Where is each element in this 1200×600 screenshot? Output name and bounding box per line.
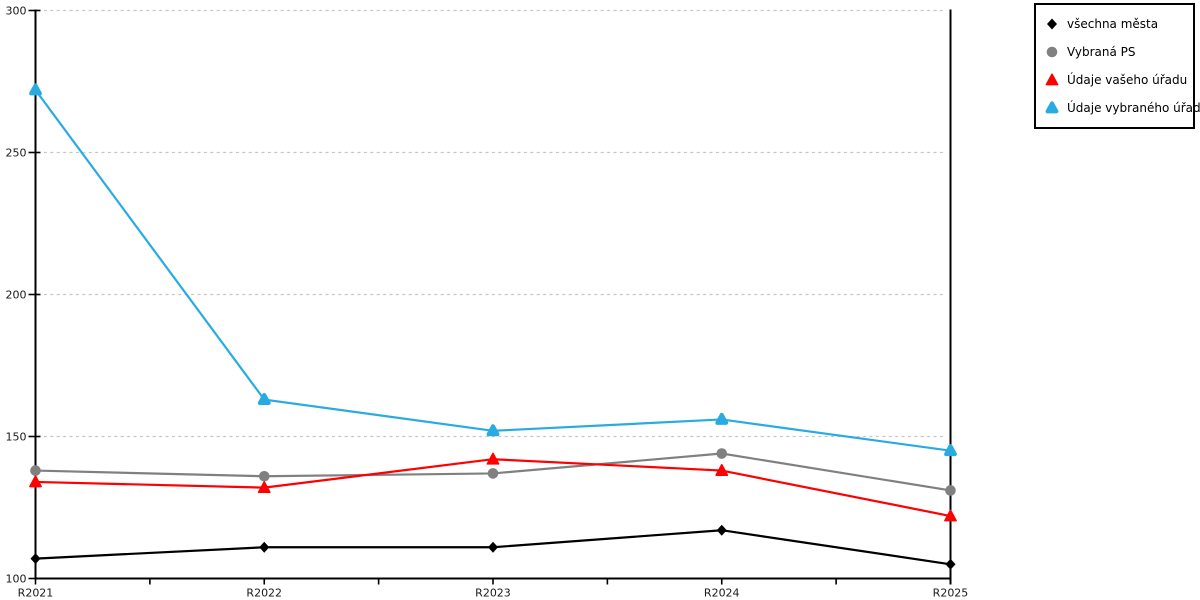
circle-marker-icon xyxy=(1046,46,1058,58)
legend-item: Údaje vašeho úřadu xyxy=(1036,66,1193,94)
y-tick-label: 250 xyxy=(6,147,27,160)
legend-item: Údaje vybraného úřadu xyxy=(1036,94,1200,122)
x-tick-label: R2022 xyxy=(246,587,282,600)
triangle-marker-icon xyxy=(1045,73,1059,86)
diamond-marker-icon xyxy=(259,541,270,553)
triangle-rounded-marker-icon xyxy=(486,424,500,437)
diamond-marker-icon xyxy=(716,524,727,536)
triangle-marker-icon xyxy=(1045,73,1059,86)
chart-legend: všechna města Vybraná PS Údaje vašeho úřad… xyxy=(1034,3,1200,129)
diamond-marker-icon xyxy=(30,553,41,565)
legend-label: všechna města xyxy=(1067,17,1159,31)
legend-item: Vybraná PS xyxy=(1036,38,1193,66)
line-chart-plot: 100 150 200 250 300 R2021 R2022 R2023 R2024 R2025 xyxy=(6,5,969,600)
circle-marker-icon xyxy=(716,448,728,459)
triangle-rounded-marker-icon xyxy=(257,392,271,405)
triangle-marker-icon xyxy=(944,509,957,522)
triangle-marker-icon xyxy=(715,463,729,476)
diamond-marker-icon xyxy=(1047,18,1057,30)
diamond-marker-icon xyxy=(1047,18,1057,30)
triangle-rounded-marker-icon xyxy=(715,412,729,425)
diamond-marker-icon xyxy=(945,558,956,570)
triangle-rounded-marker-icon xyxy=(1045,101,1059,114)
series-line-3 xyxy=(34,89,951,452)
legend-item: všechna města xyxy=(1036,10,1193,38)
y-tick-label: 150 xyxy=(6,431,27,444)
x-tick-label: R2021 xyxy=(18,587,54,600)
x-tick-label: R2024 xyxy=(704,587,740,600)
circle-marker-icon xyxy=(1046,46,1058,58)
legend-label: Vybraná PS xyxy=(1067,45,1136,59)
triangle-rounded-marker-icon xyxy=(1045,101,1059,114)
legend-label: Údaje vašeho úřadu xyxy=(1067,73,1188,87)
diamond-marker-icon xyxy=(488,541,498,553)
circle-marker-icon xyxy=(487,468,499,479)
triangle-rounded-marker-icon xyxy=(944,444,957,457)
circle-marker-icon xyxy=(945,485,956,496)
triangle-marker-icon xyxy=(486,452,500,465)
triangle-marker-icon xyxy=(29,475,42,488)
triangle-rounded-marker-icon xyxy=(29,83,42,96)
legend-label: Údaje vybraného úřadu xyxy=(1067,101,1200,115)
circle-marker-icon xyxy=(258,470,270,482)
circle-marker-icon xyxy=(30,465,41,476)
x-tick-label: R2025 xyxy=(933,587,969,600)
y-tick-label: 300 xyxy=(6,5,27,18)
triangle-marker-icon xyxy=(257,481,271,494)
x-tick-label: R2023 xyxy=(475,587,511,600)
y-tick-label: 200 xyxy=(6,289,27,302)
y-tick-label: 100 xyxy=(6,573,27,586)
